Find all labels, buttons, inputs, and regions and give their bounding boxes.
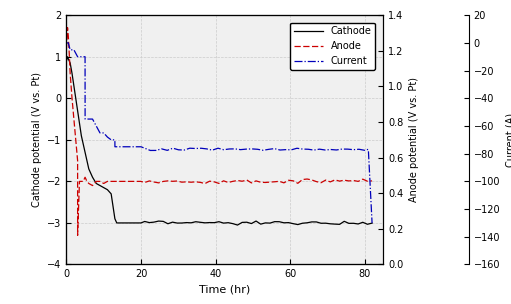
- Line: Anode: Anode: [66, 28, 372, 235]
- Cathode: [170, 220, 176, 224]
- Legend: Cathode, Anode, Current: Cathode, Anode, Current: [290, 22, 375, 70]
- Anode: [63, 47, 69, 50]
- Anode: [75, 233, 81, 237]
- Current: [93, 124, 99, 128]
- Cathode: [262, 221, 268, 225]
- Cathode: [248, 222, 254, 225]
- Anode: [230, 179, 236, 183]
- Current: [288, 148, 294, 152]
- X-axis label: Time (hr): Time (hr): [199, 285, 250, 295]
- Current: [158, 147, 165, 151]
- Line: Current: Current: [66, 43, 372, 223]
- Anode: [248, 181, 254, 185]
- Y-axis label: Anode potential (V vs. Pt): Anode potential (V vs. Pt): [409, 77, 419, 202]
- Cathode: [235, 223, 241, 227]
- Cathode: [64, 55, 71, 59]
- Cathode: [369, 221, 375, 225]
- Anode: [337, 179, 343, 183]
- Current: [112, 138, 118, 142]
- Anode: [262, 181, 268, 184]
- Cathode: [337, 223, 343, 226]
- Y-axis label: Current (A): Current (A): [506, 113, 511, 167]
- Cathode: [63, 59, 69, 63]
- Anode: [369, 179, 375, 183]
- Current: [63, 41, 69, 45]
- Anode: [64, 26, 71, 29]
- Current: [369, 221, 375, 225]
- Y-axis label: Cathode potential (V vs. Pt): Cathode potential (V vs. Pt): [32, 72, 41, 207]
- Current: [175, 148, 181, 152]
- Anode: [235, 179, 241, 182]
- Anode: [174, 179, 180, 183]
- Current: [356, 147, 362, 151]
- Line: Cathode: Cathode: [66, 57, 372, 225]
- Cathode: [230, 222, 236, 226]
- Cathode: [225, 221, 231, 224]
